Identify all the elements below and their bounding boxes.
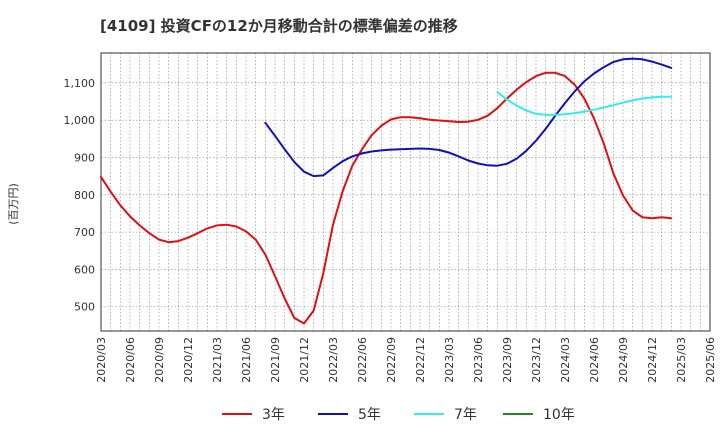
- legend-label: 10年: [543, 407, 575, 423]
- x-tick-label: 2021/12: [298, 337, 311, 383]
- y-axis-label: (百万円): [7, 183, 20, 225]
- y-axis: 500 600 700 800 900 1,000 1,100: [64, 77, 96, 314]
- x-tick-label: 2023/03: [443, 337, 456, 383]
- x-tick-label: 2020/06: [124, 337, 137, 383]
- x-tick-label: 2025/06: [704, 337, 717, 383]
- y-tick-label: 800: [74, 189, 95, 202]
- legend-item-3: 7年: [414, 407, 477, 423]
- x-tick-label: 2020/09: [153, 337, 166, 383]
- y-tick-label: 600: [74, 263, 95, 276]
- y-tick-label: 1,000: [64, 114, 96, 127]
- series-line-3: [496, 91, 673, 116]
- y-tick-label: 1,100: [64, 77, 96, 90]
- x-tick-label: 2022/12: [414, 337, 427, 383]
- x-tick-label: 2023/12: [530, 337, 543, 383]
- y-tick-label: 500: [74, 301, 95, 314]
- y-tick-label: 700: [74, 226, 95, 239]
- plot-frame: [100, 52, 711, 332]
- x-tick-label: 2023/06: [472, 337, 485, 383]
- x-tick-label: 2024/12: [646, 337, 659, 383]
- legend-label: 5年: [358, 407, 381, 423]
- series-line-1: [100, 71, 673, 325]
- grid: [100, 53, 711, 331]
- legend-item-2: 5年: [318, 407, 381, 423]
- x-tick-label: 2022/06: [356, 337, 369, 383]
- x-axis: 2020/03 2020/06 2020/09 2020/12 2021/03 2021/…: [95, 337, 717, 383]
- legend-item-4: 10年: [503, 407, 575, 423]
- x-tick-label: 2021/06: [240, 337, 253, 383]
- x-tick-label: 2025/03: [675, 337, 688, 383]
- x-tick-label: 2024/06: [588, 337, 601, 383]
- legend: 3年 5年 7年 10年: [222, 407, 575, 423]
- x-tick-label: 2024/09: [617, 337, 630, 383]
- x-tick-label: 2024/03: [559, 337, 572, 383]
- x-tick-label: 2020/03: [95, 337, 108, 383]
- x-tick-label: 2022/03: [327, 337, 340, 383]
- x-tick-label: 2020/12: [182, 337, 195, 383]
- legend-label: 3年: [262, 407, 285, 423]
- x-tick-label: 2021/03: [211, 337, 224, 383]
- x-tick-label: 2023/09: [501, 337, 514, 383]
- x-tick-label: 2022/09: [385, 337, 398, 383]
- legend-label: 7年: [454, 407, 477, 423]
- chart-title: [4109] 投資CFの12か月移動合計の標準偏差の推移: [100, 17, 458, 35]
- y-tick-label: 900: [74, 151, 95, 164]
- legend-item-1: 3年: [222, 407, 285, 423]
- series-layer: [100, 57, 673, 325]
- x-tick-label: 2021/09: [269, 337, 282, 383]
- series-line-2: [264, 57, 673, 178]
